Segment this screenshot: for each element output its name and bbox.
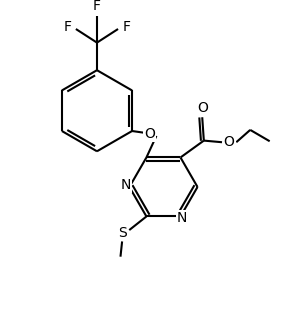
Text: F: F <box>122 20 130 35</box>
Text: O: O <box>145 127 155 141</box>
Text: O: O <box>224 135 235 149</box>
Text: N: N <box>121 178 131 192</box>
Text: F: F <box>64 20 72 35</box>
Text: S: S <box>118 226 126 240</box>
Text: F: F <box>93 0 101 13</box>
Text: O: O <box>197 101 208 115</box>
Text: N: N <box>177 211 187 225</box>
